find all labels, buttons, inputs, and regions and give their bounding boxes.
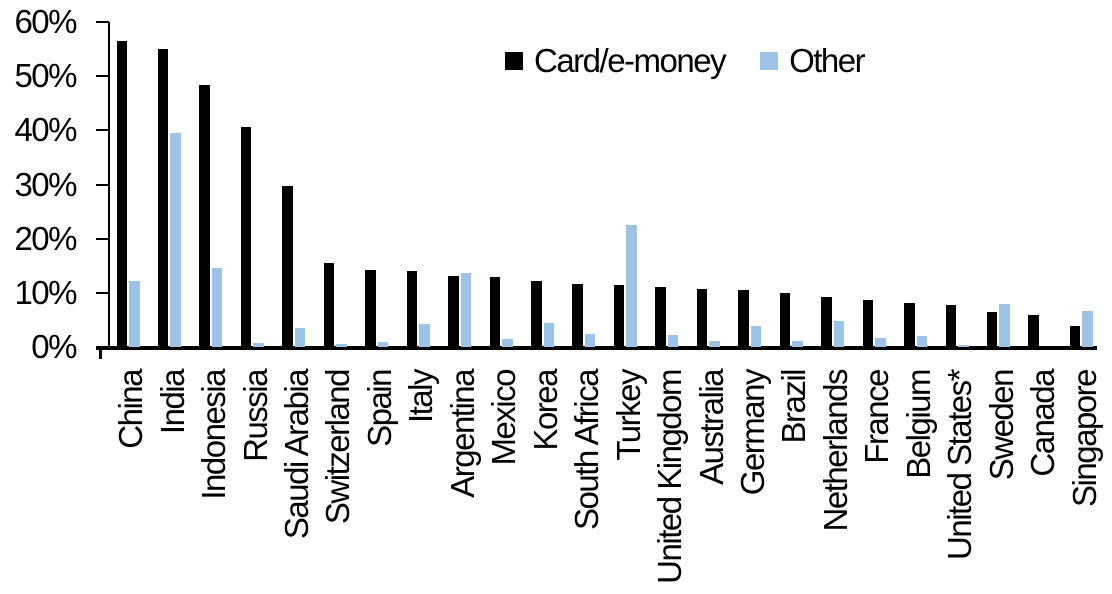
- x-axis-label-china: China: [112, 370, 150, 449]
- bar-card-e-money-turkey: [613, 284, 625, 347]
- y-axis-tick-label: 40%: [14, 111, 77, 149]
- bar-card-e-money-argentina: [448, 275, 459, 347]
- bar-other-australia: [709, 341, 720, 347]
- bar-other-mexico: [502, 339, 513, 347]
- bar-card-e-money-spain: [365, 270, 376, 347]
- y-axis-tick-label: 50%: [14, 57, 77, 95]
- x-axis-label-brazil: Brazil: [775, 370, 813, 444]
- bar-other-china: [129, 280, 140, 347]
- x-axis-label-switzerland: Switzerland: [319, 370, 357, 525]
- bar-other-singapore: [1082, 311, 1093, 347]
- legend-item-other: Other: [760, 42, 866, 79]
- bar-other-south-africa: [584, 334, 596, 347]
- bar-other-indonesia: [211, 268, 223, 347]
- bar-card-e-money-saudi-arabia: [282, 185, 293, 347]
- bar-other-argentina: [460, 273, 472, 347]
- x-axis-label-mexico: Mexico: [485, 370, 523, 466]
- x-axis-line: [96, 346, 1097, 350]
- bar-other-russia: [253, 342, 264, 347]
- bar-card-e-money-sweden: [986, 312, 998, 347]
- bar-card-e-money-belgium: [904, 303, 915, 347]
- legend-label-other: Other: [789, 42, 866, 79]
- bar-other-belgium: [916, 335, 928, 347]
- bar-card-e-money-united-kingdom: [655, 287, 666, 347]
- bar-card-e-money-india: [157, 48, 169, 347]
- bar-other-france: [875, 338, 886, 347]
- bar-other-united-states-: [958, 345, 969, 347]
- x-axis-label-india: India: [153, 370, 191, 435]
- y-axis-tick: [96, 21, 109, 23]
- bar-card-e-money-indonesia: [199, 84, 210, 347]
- bar-card-e-money-italy: [406, 271, 418, 347]
- bar-other-united-kingdom: [667, 334, 679, 347]
- x-axis-label-united-states-: United States*: [941, 370, 979, 560]
- legend-swatch-other: [760, 51, 779, 70]
- x-axis-label-canada: Canada: [1024, 370, 1062, 477]
- bar-card-e-money-germany: [738, 290, 749, 347]
- legend-swatch-card-e-money: [505, 51, 523, 70]
- bar-card-e-money-netherlands: [821, 297, 832, 347]
- y-axis-line: [108, 22, 110, 349]
- x-axis-label-turkey: Turkey: [609, 370, 647, 461]
- x-axis-label-france: France: [858, 370, 896, 464]
- chart-legend: Card/e-money Other: [505, 42, 866, 79]
- bar-card-e-money-china: [116, 40, 127, 347]
- y-axis-tick-label: 60%: [14, 3, 77, 40]
- x-axis-label-italy: Italy: [402, 370, 440, 424]
- bar-card-e-money-mexico: [489, 277, 501, 347]
- bar-other-switzerland: [336, 343, 347, 347]
- y-axis-tick: [96, 129, 109, 132]
- x-axis-label-sweden: Sweden: [982, 370, 1020, 481]
- y-axis-tick-label: 10%: [14, 273, 77, 311]
- x-axis-label-spain: Spain: [360, 370, 398, 447]
- x-axis-label-belgium: Belgium: [899, 370, 937, 479]
- bar-other-germany: [750, 326, 762, 347]
- y-axis-tick-label: 20%: [14, 219, 77, 257]
- bar-other-sweden: [999, 303, 1010, 347]
- y-axis-tick: [96, 75, 109, 78]
- x-axis-left-tick: [99, 346, 102, 359]
- bar-other-netherlands: [833, 321, 845, 347]
- x-axis-label-korea: Korea: [526, 370, 564, 451]
- bar-card-e-money-france: [862, 300, 874, 347]
- bar-card-e-money-russia: [240, 127, 252, 347]
- y-axis-tick: [96, 291, 109, 294]
- x-axis-label-saudi-arabia: Saudi Arabia: [278, 370, 316, 540]
- bar-other-korea: [543, 322, 554, 347]
- bar-other-india: [170, 132, 181, 347]
- y-axis-tick: [96, 183, 109, 186]
- bar-card-e-money-switzerland: [323, 263, 335, 347]
- x-axis-label-netherlands: Netherlands: [816, 370, 854, 532]
- y-axis-tick: [96, 237, 109, 240]
- x-axis-label-united-kingdom: United Kingdom: [651, 370, 689, 584]
- bar-card-e-money-south-africa: [572, 284, 583, 347]
- bar-other-saudi-arabia: [294, 328, 306, 347]
- y-axis-tick-label: 0%: [31, 328, 77, 365]
- x-axis-label-argentina: Argentina: [443, 370, 481, 498]
- x-axis-label-indonesia: Indonesia: [195, 370, 233, 500]
- bar-other-italy: [419, 323, 430, 347]
- bar-card-e-money-australia: [696, 289, 708, 347]
- x-axis-label-singapore: Singapore: [1065, 370, 1103, 507]
- bar-card-e-money-korea: [531, 280, 542, 347]
- x-axis-label-germany: Germany: [733, 370, 771, 496]
- x-axis-label-russia: Russia: [236, 370, 274, 462]
- bar-other-brazil: [792, 340, 803, 347]
- legend-label-card-e-money: Card/e-money: [534, 42, 727, 79]
- bar-card-e-money-united-states-: [945, 304, 956, 347]
- y-axis-tick-label: 30%: [14, 165, 77, 203]
- bar-other-turkey: [626, 225, 637, 347]
- legend-item-card-e-money: Card/e-money: [505, 42, 727, 79]
- bar-card-e-money-brazil: [779, 292, 791, 347]
- bar-other-spain: [377, 342, 389, 347]
- x-axis-label-australia: Australia: [692, 370, 730, 485]
- bar-card-e-money-canada: [1028, 315, 1039, 347]
- bar-card-e-money-singapore: [1069, 326, 1081, 347]
- x-axis-label-south-africa: South Africa: [568, 370, 606, 530]
